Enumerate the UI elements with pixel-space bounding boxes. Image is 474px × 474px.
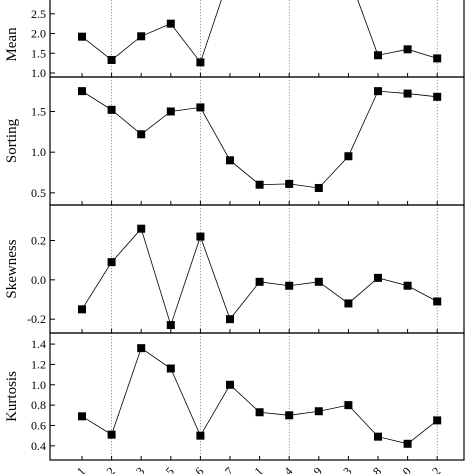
series [78,344,442,448]
data-point [433,297,442,306]
data-point [433,54,442,63]
y-tick-label: 1.4 [31,337,46,351]
data-point [196,58,205,67]
x-tick-label: 0 [400,464,414,474]
data-point [344,152,353,161]
data-point [78,412,86,421]
series-line [81,347,438,445]
x-tick-label: 2 [429,464,443,474]
y-tick-label: 1.0 [31,66,46,80]
series [78,224,442,330]
y-tick-label: 2.0 [31,27,46,41]
y-axis-label: Sorting [4,118,20,163]
data-point [403,281,412,290]
panel-kurtosis: 0.4 0.6 0.8 1.0 1.2 1.4 Kurtosis [4,332,465,461]
data-point [314,407,323,416]
x-tick-label: 1 [74,464,88,474]
data-point [78,305,86,314]
data-point [403,439,412,448]
x-tick-label: 5 [163,464,177,474]
y-axis-label: Skewness [4,239,20,298]
y-tick-label: 0.2 [31,234,46,248]
y-tick-label: 1.0 [31,378,46,392]
x-tick-label: 9 [311,464,325,474]
panel-skewness: -0.2 0.0 0.2 Skewness [4,204,465,334]
series-line [81,0,438,64]
y-axis-label: Kurtosis [4,371,20,422]
data-point [137,130,146,139]
y-tick-label: 0.4 [31,439,46,453]
data-point [78,87,86,96]
x-tick-label: 2 [104,464,118,474]
data-point [314,277,323,286]
data-point [255,277,264,286]
data-point [344,299,353,308]
series-line [81,90,438,189]
data-point [166,364,175,373]
y-tick-label: -0.2 [27,312,46,326]
y-tick-label: 2.5 [31,7,46,21]
data-point [78,32,86,41]
y-tick-label: 0.0 [31,273,46,287]
data-point [226,380,234,389]
x-tick-label: 1 [252,464,266,474]
data-point [166,107,175,116]
data-point [107,430,116,439]
data-point [285,179,294,188]
y-tick-label: 0.8 [31,398,46,412]
data-point [255,180,264,189]
series [78,0,442,67]
x-tick-label: 4 [281,464,295,474]
x-tick-label: 8 [370,464,384,474]
data-point [433,92,442,101]
data-point [196,232,205,241]
data-point [374,273,382,282]
panel-frame [49,0,465,78]
series [78,87,442,192]
y-axis-label: Mean [4,27,20,62]
data-point [314,183,323,192]
panel-frame [49,332,465,461]
series-line [81,227,438,327]
y-tick-label: 0.5 [31,186,46,200]
panel-frame [49,204,465,334]
data-point [403,45,412,54]
data-point [433,416,442,425]
x-tick-label: 3 [340,464,354,474]
x-tick-label: 6 [192,464,206,474]
x-tick-label: 3 [133,464,147,474]
data-point [285,411,294,420]
data-point [226,156,234,165]
data-point [137,32,146,41]
panel-mean: 1.0 1.5 2.0 2.5 Mean [4,0,465,80]
data-point [255,408,264,417]
y-tick-label: 1.0 [31,145,46,159]
data-point [107,105,116,114]
data-point [226,315,234,324]
data-point [344,401,353,410]
data-point [374,87,382,96]
data-point [137,224,146,233]
data-point [196,103,205,112]
data-point [137,344,146,353]
y-tick-label: 1.5 [31,104,46,118]
data-point [196,431,205,440]
data-point [285,281,294,290]
y-tick-label: 1.2 [31,357,46,371]
data-point [403,89,412,98]
panel-sorting: 0.5 1.0 1.5 Sorting [4,76,465,206]
data-point [107,55,116,64]
y-tick-label: 1.5 [31,46,46,60]
y-tick-label: 0.6 [31,418,46,432]
x-tick-label: 7 [222,464,236,474]
data-point [107,258,116,267]
data-point [374,51,382,60]
data-point [166,19,175,28]
data-point [166,321,175,330]
data-point [374,432,382,441]
